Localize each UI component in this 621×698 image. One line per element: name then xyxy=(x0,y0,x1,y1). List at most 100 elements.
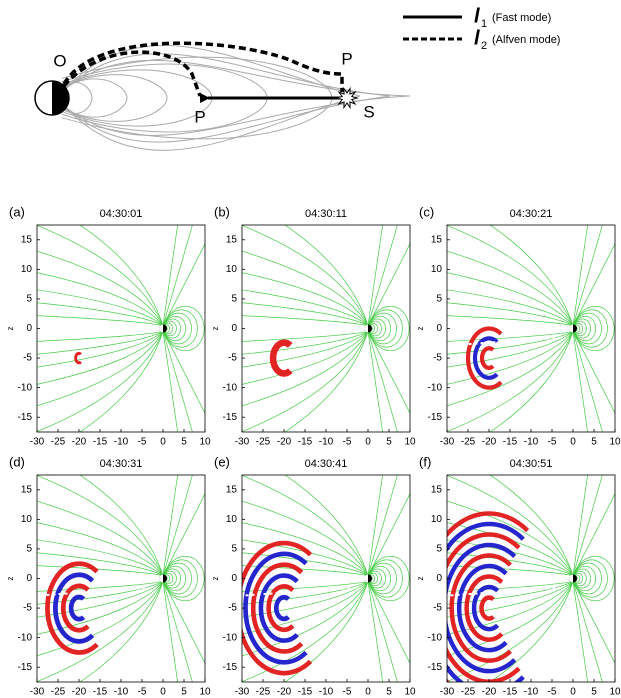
field-line xyxy=(242,225,369,326)
field-line xyxy=(242,331,369,407)
field-line xyxy=(447,302,574,326)
legend-symbol: l xyxy=(474,27,480,49)
y-tick-label: 5 xyxy=(436,544,442,555)
x-tick-label: -5 xyxy=(138,687,147,698)
x-tick-label: -30 xyxy=(235,437,250,448)
field-line xyxy=(284,581,369,682)
x-tick-label: -30 xyxy=(235,687,250,698)
x-tick-label: -10 xyxy=(114,687,129,698)
x-tick-label: -5 xyxy=(548,437,557,448)
y-tick-label: -10 xyxy=(18,382,33,393)
field-line xyxy=(367,225,398,326)
y-tick-label: 10 xyxy=(226,264,238,275)
closed-field-line xyxy=(162,315,187,342)
wave-ring xyxy=(258,573,299,643)
field-line xyxy=(447,331,574,368)
field-line xyxy=(37,289,164,326)
wave-ring xyxy=(269,339,293,377)
x-tick-label: 5 xyxy=(386,687,392,698)
x-tick-label: -10 xyxy=(319,437,334,448)
field-line xyxy=(37,500,164,576)
x-tick-label: -20 xyxy=(72,437,87,448)
field-line xyxy=(447,289,574,326)
x-tick-label: -30 xyxy=(30,687,45,698)
field-loop xyxy=(61,78,128,118)
field-line xyxy=(447,331,574,432)
x-tick-label: -10 xyxy=(114,437,129,448)
field-line xyxy=(447,331,574,407)
y-tick-label: -15 xyxy=(428,412,443,423)
y-tick-label: -5 xyxy=(23,353,32,364)
closed-field-line xyxy=(572,555,615,602)
panel-label: (e) xyxy=(214,454,230,469)
field-line xyxy=(37,331,164,407)
closed-field-line xyxy=(162,322,174,335)
dipole-light xyxy=(569,574,573,583)
y-tick-label: -15 xyxy=(223,412,238,423)
panel-time: 04:30:41 xyxy=(305,458,348,470)
point-label: S xyxy=(363,102,374,121)
wave-ring xyxy=(74,351,82,365)
wave-ring xyxy=(266,584,295,632)
field-line xyxy=(162,225,193,326)
field-line xyxy=(447,565,574,576)
field-line xyxy=(242,331,369,368)
x-tick-label: 0 xyxy=(160,687,166,698)
y-tick-label: 15 xyxy=(431,234,443,245)
wave-ring xyxy=(456,563,508,653)
field-line xyxy=(367,581,384,682)
x-tick-label: 10 xyxy=(609,437,621,448)
x-tick-label: -20 xyxy=(482,687,497,698)
y-tick-label: 5 xyxy=(26,544,32,555)
current-sheet xyxy=(242,586,360,597)
panel-label: (a) xyxy=(9,204,25,219)
plot-frame xyxy=(36,224,206,433)
closed-field-line xyxy=(162,320,177,337)
field-line xyxy=(162,475,179,576)
field-line xyxy=(37,331,164,355)
wave-ring xyxy=(447,542,517,674)
field-line xyxy=(572,225,603,326)
y-tick-label: 10 xyxy=(21,264,33,275)
dipole-light xyxy=(159,324,163,333)
closed-field-line xyxy=(367,568,386,589)
plot-frame xyxy=(446,474,616,683)
closed-field-line xyxy=(572,568,591,589)
x-tick-label: 10 xyxy=(609,687,621,698)
panel-time: 04:30:51 xyxy=(510,458,553,470)
y-tick-label: 15 xyxy=(21,484,33,495)
panel: -30 -25 -20 -15 -10 -5 0 5 10 -15 -10 -5 0 5 10 15 z (f) 0… xyxy=(416,454,621,698)
y-tick-label: 0 xyxy=(26,573,32,584)
closed-field-line xyxy=(572,318,591,339)
field-line xyxy=(367,475,384,576)
y-tick-label: 10 xyxy=(431,264,443,275)
field-line xyxy=(37,315,164,326)
x-tick-label: -15 xyxy=(93,687,108,698)
closed-field-line xyxy=(162,559,198,598)
y-tick-label: 5 xyxy=(26,294,32,305)
closed-field-line xyxy=(367,555,410,602)
panel: -30 -25 -20 -15 -10 -5 0 5 10 -15 -10 -5 0 5 10 15 z (d) 0… xyxy=(6,454,211,698)
y-axis-label: z xyxy=(211,577,220,581)
field-line xyxy=(447,500,574,576)
y-tick-label: 15 xyxy=(21,234,33,245)
field-line xyxy=(447,331,574,355)
closed-field-line xyxy=(367,312,397,345)
field-line xyxy=(447,475,574,576)
x-tick-label: 0 xyxy=(365,437,371,448)
x-tick-label: -25 xyxy=(256,437,271,448)
field-line xyxy=(447,315,574,326)
plot-area xyxy=(242,225,410,432)
field-line xyxy=(37,565,164,576)
closed-field-line xyxy=(162,572,174,585)
field-line xyxy=(242,331,369,342)
dipole-light xyxy=(569,324,573,333)
plot-area xyxy=(242,475,410,682)
x-tick-label: 0 xyxy=(160,437,166,448)
closed-field-line xyxy=(367,309,403,348)
wave-ring xyxy=(465,326,503,390)
wave-ring xyxy=(273,594,291,622)
panel: -30 -25 -20 -15 -10 -5 0 5 10 -15 -10 -5 0 5 10 15 z (e) 0… xyxy=(211,454,416,698)
wave-ring xyxy=(464,574,504,642)
x-tick-label: 10 xyxy=(404,687,416,698)
